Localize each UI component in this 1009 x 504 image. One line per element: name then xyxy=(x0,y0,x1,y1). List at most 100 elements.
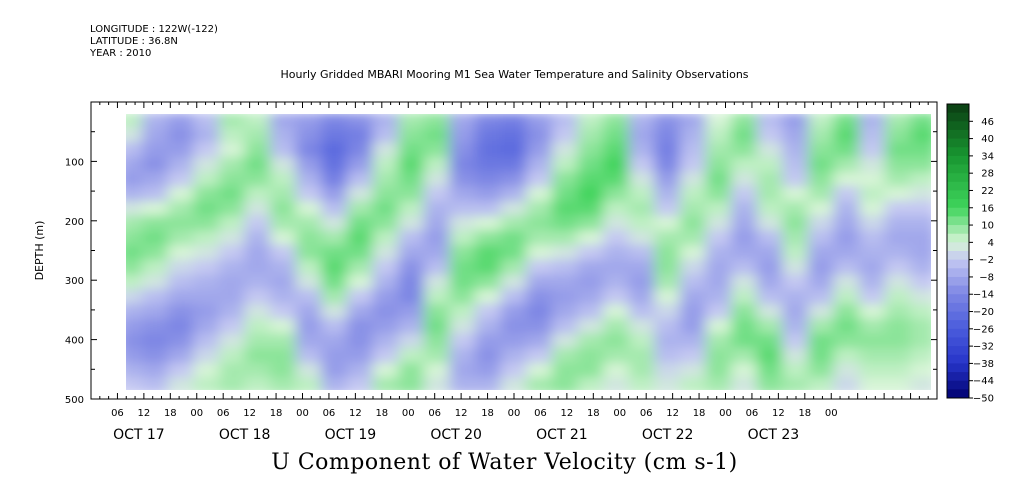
heatmap-cell xyxy=(859,186,887,203)
heatmap-cell xyxy=(423,259,452,277)
heatmap-cell xyxy=(193,186,221,203)
heatmap-cell xyxy=(398,201,426,218)
x-tick-label: 18 xyxy=(587,408,600,419)
x-tick-label: 00 xyxy=(508,408,521,419)
colorbar-label: −44 xyxy=(973,376,994,387)
heatmap-cell xyxy=(218,259,247,277)
heatmap-cell xyxy=(526,230,554,248)
heatmap-cell xyxy=(756,303,785,321)
heatmap-cell xyxy=(500,303,529,321)
heatmap-cell xyxy=(372,318,401,336)
x-tick-label: 00 xyxy=(296,408,309,419)
heatmap-cell xyxy=(833,289,862,306)
heatmap-cell xyxy=(295,333,324,350)
heatmap-cell xyxy=(833,245,862,262)
heatmap-cell xyxy=(628,201,657,218)
colorbar-swatch xyxy=(947,207,969,217)
heatmap-cell xyxy=(884,127,913,145)
heatmap-cell xyxy=(577,333,605,350)
heatmap-cell xyxy=(398,127,426,145)
x-tick-label: 18 xyxy=(798,408,811,419)
heatmap-cell xyxy=(142,127,170,145)
heatmap-cell xyxy=(551,362,580,380)
heatmap-cell xyxy=(372,274,401,292)
heatmap-cell xyxy=(628,303,657,321)
heatmap-cell xyxy=(500,114,529,130)
heatmap-cell xyxy=(910,348,931,365)
heatmap-cell xyxy=(372,333,401,350)
heatmap-cell xyxy=(218,157,247,174)
heatmap-cell xyxy=(628,171,657,189)
heatmap-cell xyxy=(475,157,503,174)
heatmap-cell xyxy=(321,274,349,292)
heatmap-cell xyxy=(270,215,298,233)
colorbar-swatch xyxy=(947,147,969,157)
heatmap-cell xyxy=(628,114,657,130)
heatmap-cell xyxy=(270,303,298,321)
heatmap-cell xyxy=(705,215,734,233)
heatmap-cell xyxy=(167,201,196,218)
heatmap-cell xyxy=(244,171,273,189)
colorbar-swatch xyxy=(947,225,969,235)
heatmap-cell xyxy=(218,171,247,189)
heatmap-cell xyxy=(731,289,759,306)
heatmap-cell xyxy=(423,274,452,292)
colorbar-swatch xyxy=(947,251,969,261)
heatmap-cell xyxy=(346,333,375,350)
heatmap-cell xyxy=(577,289,605,306)
heatmap-cell xyxy=(270,318,298,336)
heatmap-cell xyxy=(423,333,452,350)
colorbar-swatch xyxy=(947,190,969,200)
heatmap-cell xyxy=(244,142,273,159)
heatmap-cell xyxy=(526,259,554,277)
heatmap-cell xyxy=(705,318,734,336)
colorbar-label: −38 xyxy=(973,359,994,370)
heatmap-cell xyxy=(884,289,913,306)
heatmap-cell xyxy=(193,318,221,336)
heatmap-cell xyxy=(126,362,144,380)
heatmap-cell xyxy=(449,274,477,292)
heatmap-cell xyxy=(859,142,887,159)
heatmap-cell xyxy=(423,318,452,336)
x-tick-label: 12 xyxy=(455,408,468,419)
heatmap-cell xyxy=(398,259,426,277)
heatmap-cell xyxy=(218,362,247,380)
x-day-label: OCT 19 xyxy=(325,427,377,443)
x-tick-label: 12 xyxy=(243,408,256,419)
colorbar-label: −8 xyxy=(979,272,994,283)
heatmap-cell xyxy=(398,274,426,292)
heatmap-cell xyxy=(475,114,503,130)
heatmap-cell xyxy=(884,114,913,130)
heatmap-cell xyxy=(679,318,708,336)
heatmap-field xyxy=(126,114,931,390)
heatmap-cell xyxy=(859,230,887,248)
heatmap-cell xyxy=(167,362,196,380)
heatmap-cell xyxy=(321,186,349,203)
heatmap-cell xyxy=(126,215,144,233)
heatmap-cell xyxy=(346,303,375,321)
x-day-label: OCT 18 xyxy=(219,427,271,443)
variable-title: U Component of Water Velocity (cm s-1) xyxy=(271,450,738,475)
heatmap-cell xyxy=(833,230,862,248)
colorbar-swatch xyxy=(947,164,969,174)
heatmap-cell xyxy=(782,215,810,233)
heatmap-cell xyxy=(346,114,375,130)
colorbar-label: −20 xyxy=(973,307,994,318)
heatmap-cell xyxy=(372,348,401,365)
heatmap-cell xyxy=(551,289,580,306)
heatmap-cell xyxy=(884,377,913,390)
heatmap-cell xyxy=(423,127,452,145)
heatmap-cell xyxy=(167,127,196,145)
heatmap-cell xyxy=(679,362,708,380)
colorbar-swatch xyxy=(947,242,969,252)
heatmap-cell xyxy=(321,259,349,277)
heatmap-cell xyxy=(679,245,708,262)
x-tick-label: 12 xyxy=(138,408,151,419)
heatmap-cell xyxy=(193,348,221,365)
heatmap-cell xyxy=(731,362,759,380)
heatmap-cell xyxy=(884,201,913,218)
heatmap-cell xyxy=(910,362,931,380)
heatmap-cell xyxy=(577,348,605,365)
x-day-label: OCT 20 xyxy=(430,427,482,443)
heatmap-cell xyxy=(270,259,298,277)
